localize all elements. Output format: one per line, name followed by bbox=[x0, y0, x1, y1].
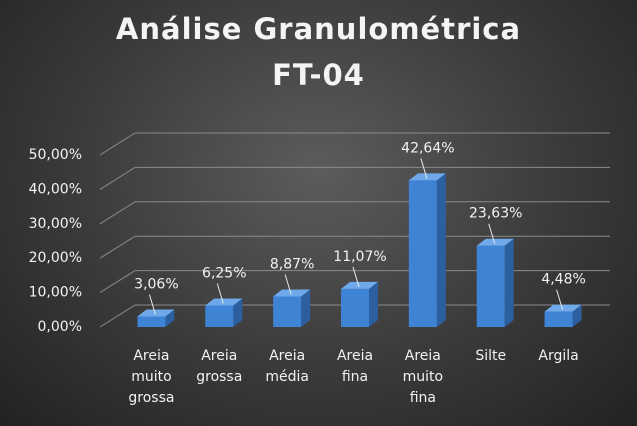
bar bbox=[408, 180, 437, 327]
leader-line bbox=[284, 274, 292, 295]
grid-line bbox=[99, 166, 610, 190]
value-label: 8,87% bbox=[270, 256, 314, 272]
bar-side bbox=[504, 238, 514, 327]
bar-top bbox=[273, 289, 311, 297]
y-tick-label: 0,00% bbox=[38, 319, 82, 335]
x-tick-label: Areia fina bbox=[336, 348, 374, 385]
x-tick-label: Areia muito fina bbox=[402, 348, 444, 406]
value-label: 11,07% bbox=[333, 249, 386, 265]
bar-top bbox=[408, 173, 446, 181]
leader-line bbox=[216, 283, 224, 304]
bar bbox=[341, 288, 369, 327]
bar-top bbox=[544, 304, 582, 312]
bar-top bbox=[341, 281, 378, 289]
value-label: 4,48% bbox=[541, 272, 585, 288]
bar bbox=[476, 245, 505, 327]
x-tick-label: Areia média bbox=[265, 348, 309, 385]
value-label: 42,64% bbox=[401, 140, 454, 156]
chart-title: Análise Granulométrica bbox=[115, 12, 522, 46]
y-tick-label: 50,00% bbox=[29, 147, 82, 163]
grid-line bbox=[99, 201, 610, 225]
x-tick-label: Silte bbox=[475, 348, 507, 364]
bar-side bbox=[233, 298, 243, 327]
value-label: 6,25% bbox=[202, 266, 246, 282]
bar bbox=[273, 296, 302, 327]
bar bbox=[205, 305, 234, 327]
grid-line bbox=[99, 235, 610, 259]
y-tick-label: 10,00% bbox=[29, 285, 82, 301]
grid-line bbox=[99, 270, 610, 294]
y-tick-label: 20,00% bbox=[29, 250, 82, 266]
bar bbox=[544, 311, 573, 327]
value-label: 23,63% bbox=[469, 206, 522, 222]
leader-line bbox=[148, 294, 156, 315]
leader-line bbox=[352, 266, 360, 288]
bar-side bbox=[165, 309, 175, 327]
value-label: 3,06% bbox=[134, 276, 178, 292]
x-tick-label: Areia grossa bbox=[196, 348, 243, 385]
bar-side bbox=[369, 281, 378, 327]
leader-line bbox=[420, 158, 428, 179]
bar-side bbox=[301, 289, 311, 327]
bar-top bbox=[205, 298, 243, 306]
bar-side bbox=[572, 304, 582, 327]
bar-side bbox=[436, 173, 446, 327]
grid-line bbox=[99, 132, 610, 156]
x-tick-label: Argila bbox=[538, 348, 579, 364]
leader-line bbox=[556, 289, 564, 310]
bar bbox=[137, 316, 166, 327]
bar-top bbox=[476, 238, 514, 246]
y-tick-label: 30,00% bbox=[29, 216, 82, 232]
chart-subtitle: FT-04 bbox=[272, 58, 365, 92]
leader-line bbox=[488, 223, 496, 244]
y-tick-label: 40,00% bbox=[29, 181, 82, 197]
x-tick-label: Areia muito grossa bbox=[128, 348, 175, 406]
bar-top bbox=[137, 309, 175, 317]
grid-line bbox=[99, 304, 610, 328]
